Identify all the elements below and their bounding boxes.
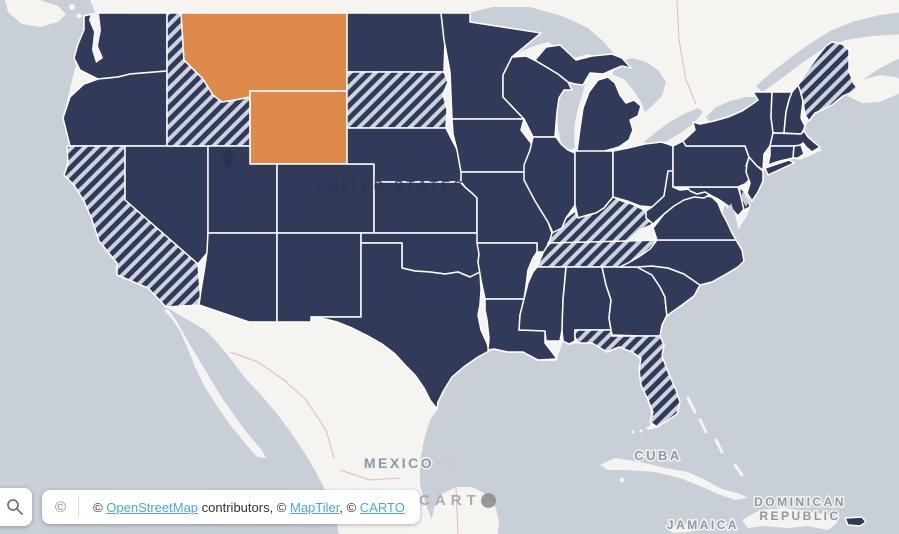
puget-sound xyxy=(89,13,103,63)
label-cuba: CUBA xyxy=(634,448,682,463)
chesapeake-bay xyxy=(727,203,738,233)
admin-boundary-line xyxy=(229,351,307,401)
bahamas-island xyxy=(733,463,744,477)
delaware-bay xyxy=(741,191,749,207)
carto-watermark-letters: CART xyxy=(419,492,481,509)
choropleth-layer xyxy=(62,12,867,527)
lake-huron xyxy=(612,58,666,112)
vancouver-island xyxy=(5,0,66,27)
label-jamaica: JAMAICA xyxy=(667,518,739,532)
state-kentucky[interactable] xyxy=(548,196,654,244)
state-colorado[interactable] xyxy=(276,163,375,234)
state-maine[interactable] xyxy=(797,41,859,122)
state-puerto-rico[interactable] xyxy=(844,516,867,527)
carto-watermark: CART xyxy=(419,492,496,509)
state-north-dakota[interactable] xyxy=(346,12,446,73)
attribution-divider xyxy=(78,496,80,518)
state-rhode-island[interactable] xyxy=(792,144,805,159)
gulf-island xyxy=(69,4,75,10)
baja-california xyxy=(164,309,266,458)
search-button[interactable] xyxy=(0,488,32,526)
hispaniola-island xyxy=(742,508,838,530)
lake-erie xyxy=(644,108,703,147)
lake-michigan xyxy=(557,72,585,151)
atlantic-gulf-ocean xyxy=(420,58,899,534)
isle-of-youth xyxy=(619,477,625,483)
state-florida[interactable] xyxy=(574,329,681,428)
bahamas-island xyxy=(698,418,708,434)
florida-keys xyxy=(639,429,643,433)
bahamas-island xyxy=(686,396,697,414)
admin-boundary-line xyxy=(676,0,697,105)
search-icon xyxy=(7,499,23,515)
state-south-dakota[interactable] xyxy=(346,71,449,129)
state-texas[interactable] xyxy=(310,242,490,410)
pacific-ocean xyxy=(0,0,339,534)
florida-keys xyxy=(646,426,650,430)
label-mexico: MEXICO xyxy=(364,455,434,471)
label-united-states: UNITED STATES xyxy=(316,178,467,193)
attribution-text-part: © xyxy=(93,499,107,515)
gulf-island xyxy=(76,13,82,19)
state-west-virginia[interactable] xyxy=(645,170,713,225)
label-dominican-republic-line1: DOMINICAN xyxy=(754,495,846,509)
carto-watermark-dot-icon xyxy=(480,493,496,508)
cuba-island xyxy=(600,458,748,500)
st-lawrence-gulf xyxy=(756,12,899,92)
state-pennsylvania[interactable] xyxy=(672,140,752,188)
state-michigan-lower[interactable] xyxy=(576,76,642,153)
lake-ontario xyxy=(706,97,760,122)
state-north-carolina[interactable] xyxy=(619,239,745,286)
attribution-collapse-icon[interactable]: © xyxy=(55,498,67,516)
great-salt-lake xyxy=(223,150,233,168)
state-michigan-upper[interactable] xyxy=(534,44,632,86)
attribution-text: © OpenStreetMap contributors, © MapTiler… xyxy=(93,500,405,515)
admin-boundary-line xyxy=(305,399,335,459)
admin-boundary-line xyxy=(419,461,463,471)
state-arizona[interactable] xyxy=(198,232,278,323)
attribution-link-carto[interactable]: CARTO xyxy=(359,499,405,515)
state-new-mexico[interactable] xyxy=(276,232,362,323)
admin-boundary-line xyxy=(339,469,401,481)
jamaica-island xyxy=(668,523,696,533)
state-new-york-long-island[interactable] xyxy=(764,159,795,176)
bahamas-island xyxy=(714,438,724,454)
attribution-bar: © © OpenStreetMap contributors, © MapTil… xyxy=(42,490,420,524)
label-dominican-republic-line2: REPUBLIC xyxy=(759,509,840,523)
attribution-link-openstreetmap[interactable]: OpenStreetMap xyxy=(106,499,199,515)
admin-boundary-line xyxy=(455,486,459,534)
nova-scotia xyxy=(846,75,899,103)
florida-keys xyxy=(631,430,635,434)
prince-edward-island xyxy=(854,60,880,67)
state-wyoming[interactable] xyxy=(249,90,348,165)
attribution-text-part: , © xyxy=(339,499,360,515)
attribution-text-part: contributors, © xyxy=(198,499,290,515)
attribution-link-maptiler[interactable]: MapTiler xyxy=(290,499,340,515)
state-washington[interactable] xyxy=(73,12,168,80)
